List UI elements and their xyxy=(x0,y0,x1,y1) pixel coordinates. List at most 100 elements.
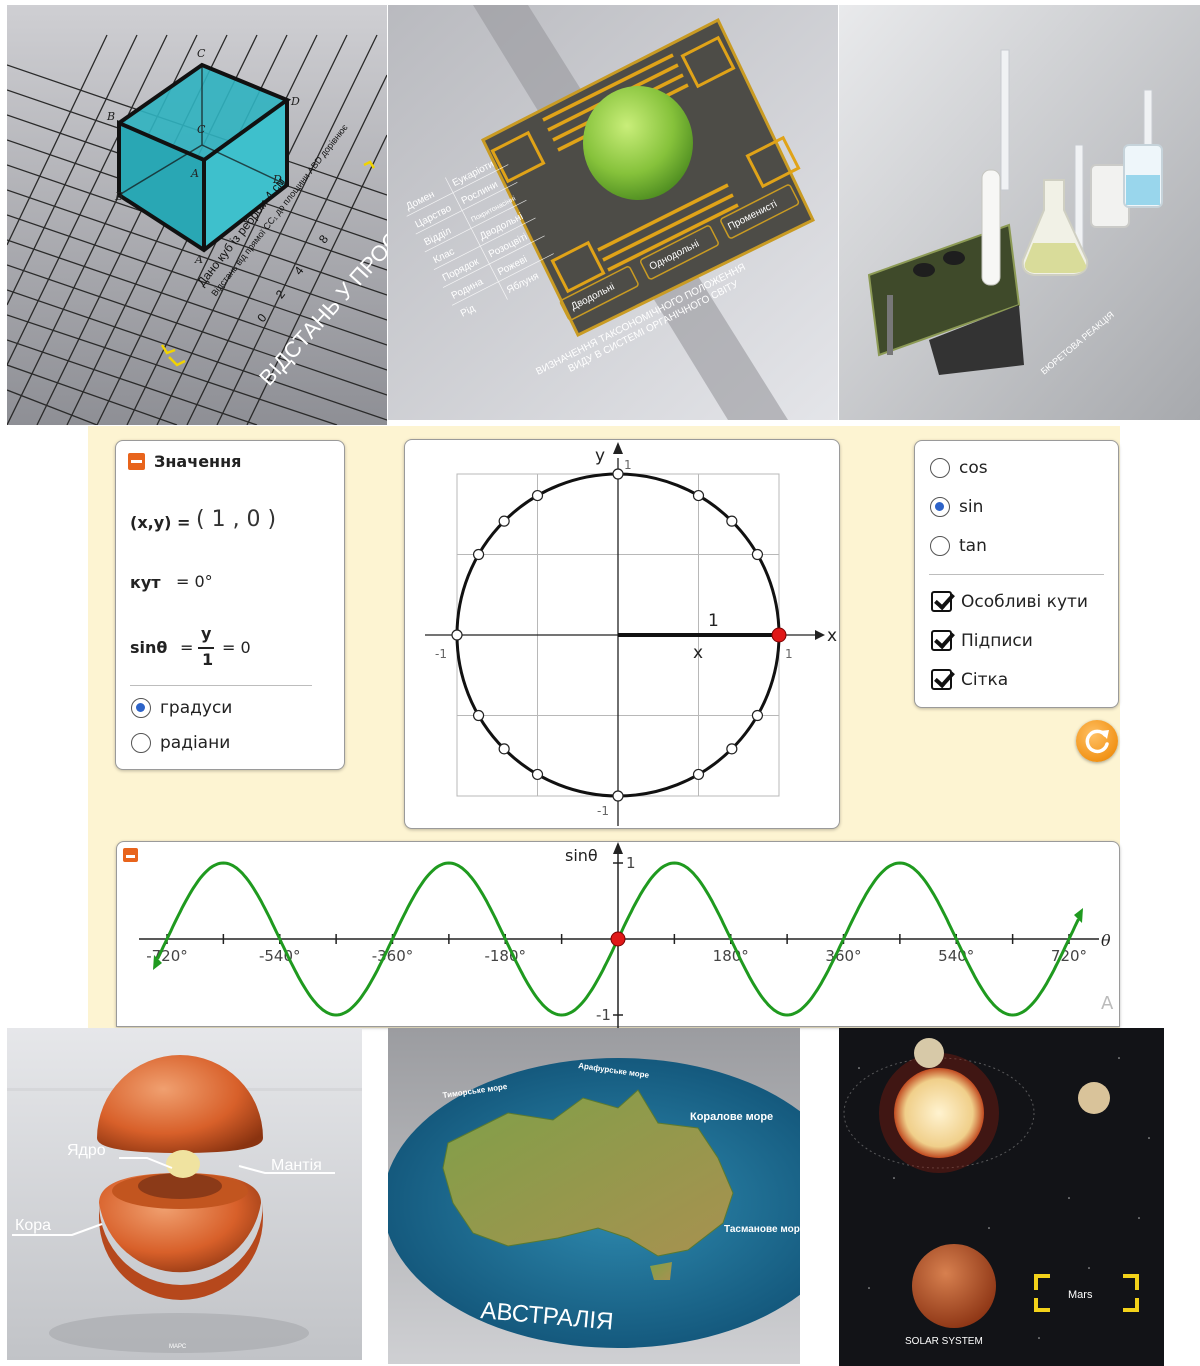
angle-point[interactable] xyxy=(771,627,787,643)
special-angle-point xyxy=(692,489,705,502)
special-angle-point xyxy=(612,468,624,480)
labels-label: Підписи xyxy=(961,631,1033,651)
map-scene: Арафурське море Тиморське море Коралове … xyxy=(388,1028,800,1364)
collapse-graph-button[interactable] xyxy=(123,848,138,862)
ratio-numerator: y xyxy=(201,624,212,643)
planet-scene: Ядро Мантія Кора МАРС xyxy=(7,1028,362,1360)
radians-radio[interactable] xyxy=(131,733,151,753)
beakers[interactable] xyxy=(1090,144,1163,228)
vertex-label: A xyxy=(194,253,203,266)
target-label: Mars xyxy=(1068,1289,1093,1301)
australia-map-tile[interactable]: Арафурське море Тиморське море Коралове … xyxy=(388,1028,800,1364)
special-angle-point xyxy=(751,709,764,722)
sin-radio[interactable] xyxy=(930,497,950,517)
divider xyxy=(929,574,1104,575)
vertex-label: D xyxy=(272,173,282,186)
x-axis-label: x xyxy=(827,626,837,646)
radius-label: 1 xyxy=(708,611,719,631)
special-angle-point xyxy=(472,709,485,722)
sun-model[interactable] xyxy=(894,1068,984,1158)
lab-tile[interactable]: БЮРЕТОВА РЕАКЦІЯ xyxy=(839,5,1200,420)
special-angle-point xyxy=(451,629,463,641)
planet-structure-tile[interactable]: Ядро Мантія Кора МАРС xyxy=(7,1028,362,1360)
y-ticks: 1 -1 xyxy=(596,854,636,1024)
flask[interactable] xyxy=(1021,179,1089,276)
planet-model[interactable] xyxy=(914,1038,944,1068)
sine-graph-panel: -720° -540° -360° -180° 180° 360° 540° 720° 1 -1… xyxy=(116,841,1120,1028)
target-frame xyxy=(1034,1274,1139,1312)
ratio-label: sinθ xyxy=(130,638,168,657)
solar-caption: SOLAR SYSTEM xyxy=(905,1336,983,1347)
mars-cutaway-model[interactable] xyxy=(97,1055,263,1300)
tick-label: -1 xyxy=(597,804,609,818)
degrees-radio[interactable] xyxy=(131,698,151,718)
theta-axis-label: θ xyxy=(1101,931,1111,950)
xy-label: (x,y) = xyxy=(130,513,191,532)
tick-label: 1 xyxy=(624,458,632,472)
y-tick-label: -1 xyxy=(596,1006,611,1024)
collapse-values-button[interactable] xyxy=(128,453,145,470)
refresh-icon xyxy=(1085,729,1109,754)
special-angle-point xyxy=(472,548,485,561)
grid-checkbox[interactable] xyxy=(931,669,952,690)
mantle-label: Мантія xyxy=(271,1157,322,1174)
special-angle-point xyxy=(531,768,544,781)
unit-circle-panel: x y 1 1 -1 -1 1 x xyxy=(404,439,840,829)
degrees-label: градуси xyxy=(160,698,233,718)
cube[interactable] xyxy=(117,62,292,253)
special-angle-point xyxy=(612,790,624,802)
x-value-label: x xyxy=(693,643,703,663)
y-tick-label: 1 xyxy=(626,854,636,872)
pipettes[interactable] xyxy=(981,49,1153,286)
special-angles-label: Особливі кути xyxy=(961,592,1088,612)
lab-scene: БЮРЕТОВА РЕАКЦІЯ xyxy=(839,5,1200,420)
x-tick-label: -180° xyxy=(484,947,526,965)
graph-corner-label: A xyxy=(1101,993,1114,1014)
taxonomy-tile[interactable]: Домен Царство Відділ Клас Порядок Родина… xyxy=(388,5,838,420)
y-axis-label: y xyxy=(595,446,605,466)
solar-system-tile[interactable]: Mars SOLAR SYSTEM xyxy=(839,1028,1164,1366)
reset-button[interactable] xyxy=(1076,720,1118,762)
sine-point[interactable] xyxy=(610,931,626,947)
fraction-bar xyxy=(198,647,214,649)
tan-radio[interactable] xyxy=(930,536,950,556)
special-angle-point xyxy=(726,743,738,755)
special-angle-points xyxy=(451,468,764,802)
special-angle-point xyxy=(692,768,705,781)
vertex-label: B xyxy=(106,110,115,123)
sea-label: Коралове море xyxy=(690,1111,773,1123)
vertex-label: D xyxy=(290,95,300,108)
ratio-denominator: 1 xyxy=(202,650,214,669)
core-label: Ядро xyxy=(67,1142,106,1159)
sine-chart[interactable]: -720° -540° -360° -180° 180° 360° 540° 720° 1-1… xyxy=(117,842,1119,1028)
radians-label: радіани xyxy=(160,733,231,753)
special-angle-point xyxy=(498,743,510,755)
special-angle-point xyxy=(498,515,510,527)
cube-distance-tile[interactable]: C B D C A B D A Дано куб із ребром 4 см.… xyxy=(7,5,387,425)
solar-scene: Mars SOLAR SYSTEM xyxy=(839,1028,1164,1366)
sin-label: sin xyxy=(959,497,984,517)
options-panel: cos sin tan Особливі кути Підписи Сітка xyxy=(914,440,1119,708)
sea-label: Тасманове море xyxy=(724,1224,800,1235)
unit-circle-graph[interactable]: x y 1 1 -1 -1 1 x xyxy=(405,440,839,828)
apple-model[interactable] xyxy=(583,86,693,200)
grid xyxy=(7,34,387,425)
vertex-label: B xyxy=(114,190,123,203)
australia-continent[interactable] xyxy=(442,1089,734,1257)
planet-model[interactable] xyxy=(1078,1082,1110,1114)
xy-value: ( 1 , 0 ) xyxy=(196,507,277,532)
tick-label: -1 xyxy=(435,647,447,661)
special-angle-point xyxy=(531,489,544,502)
vertex-label: A xyxy=(190,167,199,180)
planet-caption: МАРС xyxy=(169,1344,187,1350)
x-tick-label: -720° xyxy=(146,947,188,965)
values-title: Значення xyxy=(154,452,242,471)
mars-model[interactable] xyxy=(912,1244,996,1328)
special-angles-checkbox[interactable] xyxy=(931,591,952,612)
angle-label: кут xyxy=(130,573,161,592)
crust-label: Кора xyxy=(15,1217,51,1234)
special-angle-point xyxy=(726,515,738,527)
labels-checkbox[interactable] xyxy=(931,630,952,651)
cos-radio[interactable] xyxy=(930,458,950,478)
vertex-label: C xyxy=(197,123,206,136)
